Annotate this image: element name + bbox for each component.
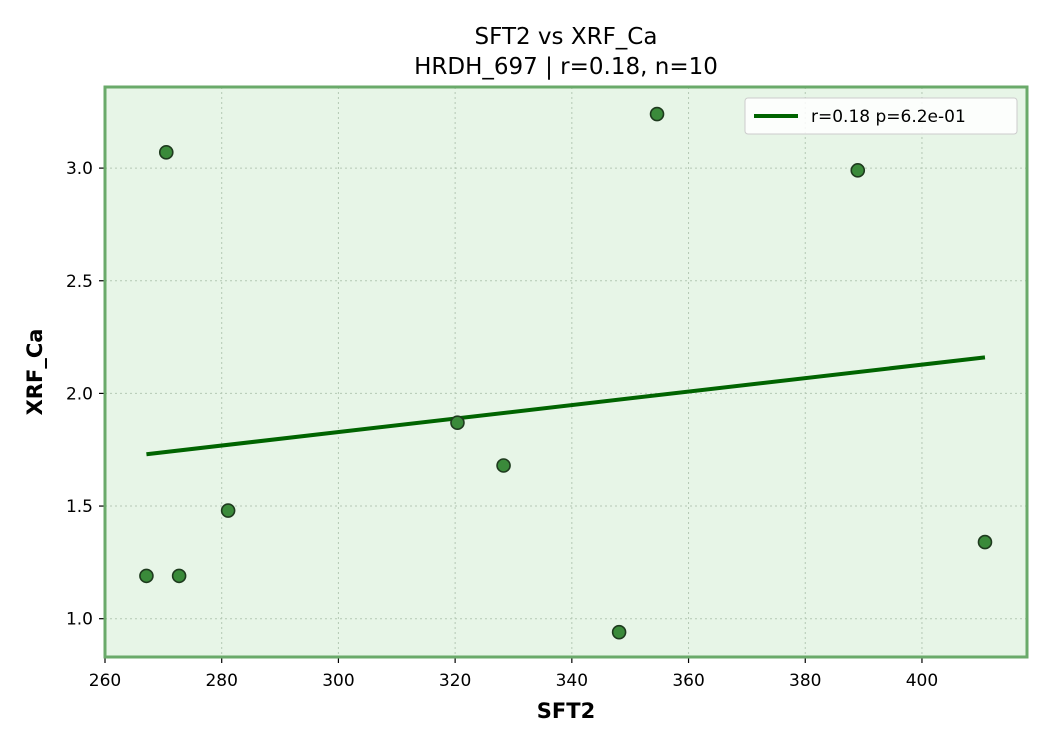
- data-point: [496, 458, 511, 473]
- y-tick-label: 1.5: [66, 497, 93, 517]
- chart-title-line1: SFT2 vs XRF_Ca: [475, 24, 658, 50]
- data-point: [977, 534, 993, 550]
- x-tick-label: 340: [556, 671, 588, 691]
- x-tick-label: 380: [789, 671, 821, 691]
- fit-line: [146, 355, 986, 457]
- x-tick-label: 400: [906, 671, 938, 691]
- x-tick-label: 360: [672, 671, 704, 691]
- chart-title-line2: HRDH_697 | r=0.18, n=10: [414, 54, 718, 80]
- legend-label: r=0.18 p=6.2e-01: [811, 107, 966, 127]
- legend-box: [744, 97, 1018, 135]
- plot-frame: [103, 85, 1029, 659]
- data-point: [450, 415, 465, 430]
- data-points: [139, 106, 993, 640]
- data-point: [220, 503, 236, 518]
- data-point: [171, 568, 187, 584]
- data-point: [649, 106, 665, 122]
- data-point: [611, 624, 627, 640]
- x-tick-label: 280: [205, 671, 237, 691]
- y-tick-label: 2.0: [66, 384, 93, 404]
- y-tick-label: 3.0: [66, 159, 93, 179]
- axis-ticks: 260 280 300 320 340 360 380 400 1.0 1.5 2.0 2.5 3.0: [66, 159, 938, 691]
- legend: r=0.18 p=6.2e-01: [744, 97, 1018, 135]
- data-point: [139, 568, 154, 584]
- x-axis-label: SFT2: [537, 699, 595, 723]
- y-tick-label: 1.0: [66, 610, 93, 630]
- x-tick-label: 260: [89, 671, 121, 691]
- plot-area: [105, 87, 1027, 657]
- y-axis-label: XRF_Ca: [23, 329, 47, 416]
- y-tick-label: 2.5: [66, 272, 93, 292]
- data-point: [158, 145, 174, 160]
- data-point: [850, 163, 866, 178]
- grid: [104, 87, 1027, 657]
- x-tick-label: 300: [322, 671, 354, 691]
- x-tick-label: 320: [439, 671, 471, 691]
